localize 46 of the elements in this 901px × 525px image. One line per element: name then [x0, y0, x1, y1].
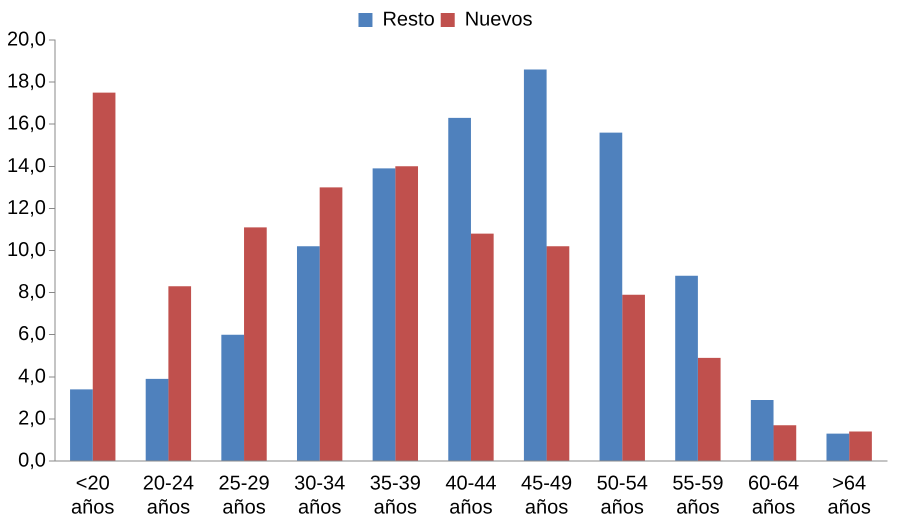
bar: [244, 227, 267, 460]
y-tick-label: 14,0: [6, 154, 46, 177]
y-tick-label: 12,0: [6, 196, 46, 219]
x-tick-label: 55-59 años: [672, 472, 724, 519]
bar: [70, 389, 93, 460]
x-tick-label: 25-29 años: [218, 472, 270, 519]
bar: [470, 234, 494, 460]
bar: [146, 378, 168, 460]
x-tick-label: 35-39 años: [370, 472, 421, 519]
bar: [849, 432, 872, 460]
x-tick-label: 45-49 años: [521, 472, 572, 519]
x-tick-label: >64 años: [827, 472, 871, 519]
x-tick-label: 30-34 años: [294, 472, 346, 519]
y-tick-label: 10,0: [6, 239, 46, 262]
bar: [826, 434, 850, 460]
bar: [675, 276, 698, 460]
y-tick-label: 6,0: [18, 323, 46, 346]
bar: [524, 69, 547, 460]
bar: [168, 286, 192, 460]
legend-label: Nuevos: [464, 8, 533, 31]
y-tick-label: 2,0: [18, 407, 46, 430]
bar: [296, 246, 320, 460]
bar: [320, 187, 342, 460]
bar: [448, 118, 471, 460]
bar: [92, 92, 116, 460]
bar: [698, 358, 721, 460]
bar: [600, 132, 622, 460]
bar: [774, 425, 796, 460]
bar: [546, 246, 570, 460]
x-tick-label: 20-24 años: [142, 472, 194, 519]
y-tick-label: 16,0: [6, 112, 46, 135]
x-tick-label: <20 años: [71, 472, 114, 519]
bar: [221, 334, 244, 460]
bar: [622, 294, 645, 460]
legend-label: Resto: [382, 8, 435, 31]
bar: [750, 400, 774, 460]
y-tick-label: 0,0: [18, 450, 46, 472]
y-tick-label: 18,0: [6, 70, 46, 93]
x-tick-label: 40-44 años: [445, 472, 497, 519]
x-tick-label: 60-64 años: [748, 472, 800, 519]
y-tick-label: 4,0: [18, 365, 46, 388]
x-tick-label: 50-54 años: [596, 472, 648, 519]
bar: [372, 168, 396, 460]
bar: [395, 166, 418, 460]
y-tick-label: 20,0: [6, 28, 46, 51]
y-tick-label: 8,0: [18, 281, 46, 304]
